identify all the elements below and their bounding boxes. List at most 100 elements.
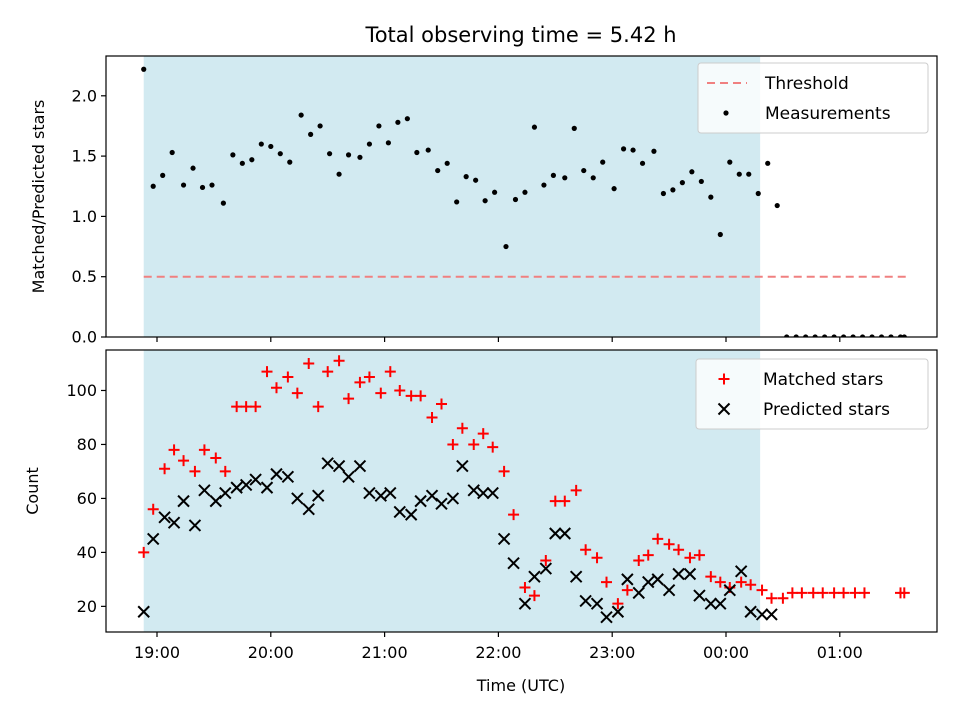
- predicted-stars-point: [744, 605, 757, 618]
- predicted-stars-point: [558, 527, 571, 540]
- matched-stars-point: [343, 393, 355, 405]
- matched-stars-point: [591, 552, 603, 564]
- measurements-point: [850, 334, 856, 337]
- measurements-point: [679, 180, 685, 186]
- measurements-point: [689, 169, 695, 175]
- measurements-point: [492, 189, 498, 195]
- predicted-stars-point: [374, 489, 388, 502]
- matched-stars-point: [817, 587, 829, 599]
- predicted-stars-point: [528, 570, 541, 583]
- chart-title: Total observing time = 5.42 h: [364, 23, 676, 47]
- matched-stars-point: [714, 576, 726, 588]
- x-tick-label: 22:00: [475, 643, 521, 662]
- y-tick-label: 80: [77, 435, 97, 454]
- matched-stars-point: [777, 592, 789, 604]
- matched-stars-point: [652, 533, 664, 545]
- data-points: [137, 355, 910, 624]
- legend-label: Predicted stars: [763, 400, 890, 420]
- matched-stars-point: [487, 441, 499, 453]
- matched-stars-point: [219, 465, 231, 477]
- matched-stars-point: [291, 387, 303, 399]
- measurements-point: [463, 174, 469, 180]
- measurements-point: [765, 160, 771, 166]
- predicted-stars-point: [312, 489, 325, 502]
- predicted-stars-point: [486, 486, 499, 500]
- matched-stars-point: [570, 484, 582, 496]
- measurements-point: [258, 141, 264, 147]
- observing-interval-shade: [143, 56, 761, 337]
- matched-stars-point: [210, 452, 222, 464]
- y-tick-label: 2.0: [72, 86, 97, 105]
- predicted-stars-point: [270, 467, 283, 481]
- measurements-point: [660, 190, 667, 197]
- matched-stars-point: [178, 455, 190, 467]
- matched-stars-point: [849, 587, 861, 599]
- legend-swatch: [723, 110, 729, 116]
- predicted-stars-point: [477, 486, 490, 500]
- measurements-point: [620, 146, 627, 152]
- matched-stars-point: [168, 444, 180, 456]
- matched-stars-point: [745, 579, 757, 591]
- measurements-point: [639, 160, 646, 166]
- measurements-point: [784, 334, 790, 337]
- matched-stars-point: [540, 554, 552, 566]
- matched-stars-point: [858, 587, 870, 599]
- matched-stars-point: [684, 552, 696, 564]
- matched-stars-point: [796, 587, 808, 599]
- predicted-stars-point: [188, 519, 202, 532]
- predicted-stars-point: [219, 486, 232, 500]
- y-tick-label: 40: [77, 543, 97, 562]
- measurements-point: [220, 200, 226, 206]
- predicted-stars-point: [230, 481, 243, 494]
- measurements-point: [298, 112, 304, 118]
- measurements-point: [160, 172, 166, 178]
- predicted-stars-point: [539, 562, 553, 575]
- x-tick-label: 20:00: [248, 643, 294, 662]
- measurements-point: [736, 171, 742, 177]
- measurements-point: [878, 334, 885, 337]
- matched-stars-point: [828, 587, 840, 599]
- legend-swatch: [718, 373, 730, 385]
- measurements-point: [503, 243, 509, 250]
- y-tick-label: 0.5: [72, 267, 97, 286]
- measurements-point: [522, 189, 528, 195]
- predicted-stars-point: [281, 470, 295, 484]
- predicted-stars-point: [611, 605, 625, 618]
- measurements-point: [630, 147, 636, 153]
- measurements-point: [822, 334, 828, 337]
- matched-stars-point: [786, 587, 798, 599]
- measurements-point: [812, 334, 818, 337]
- predicted-stars-point: [765, 608, 778, 621]
- matched-stars-point: [705, 571, 717, 583]
- predicted-stars-point: [672, 567, 685, 581]
- axes-frame: [105, 349, 938, 633]
- predicted-stars-point: [260, 481, 274, 494]
- matched-stars-point: [436, 398, 447, 410]
- measurements-point: [869, 334, 875, 337]
- predicted-stars-point: [198, 484, 211, 497]
- predicted-stars-point: [146, 532, 160, 546]
- measurements-point: [190, 165, 196, 171]
- y-tick-label: 1.5: [72, 147, 97, 166]
- predicted-stars-point: [446, 492, 460, 505]
- predicted-stars-point: [518, 597, 532, 610]
- legend: Matched stars Predicted stars: [695, 358, 929, 430]
- matched-stars-point: [580, 544, 592, 556]
- matched-stars-point: [766, 592, 778, 604]
- measurements-point: [901, 334, 907, 337]
- predicted-stars-point: [342, 470, 355, 484]
- measurements-point: [482, 198, 488, 204]
- y-tick-label: 60: [77, 489, 97, 508]
- matched-stars-point: [838, 587, 850, 599]
- measurements-point: [562, 175, 568, 181]
- predicted-stars-point: [642, 575, 655, 589]
- predicted-stars-point: [621, 573, 634, 586]
- predicted-stars-point: [177, 494, 190, 508]
- predicted-stars-point: [321, 457, 334, 470]
- predicted-stars-point: [137, 605, 150, 618]
- predicted-stars-point: [158, 511, 171, 524]
- matched-stars-point: [528, 590, 540, 602]
- measurements-point: [345, 152, 352, 158]
- measurements-point: [550, 172, 557, 178]
- measurements-point: [590, 175, 596, 181]
